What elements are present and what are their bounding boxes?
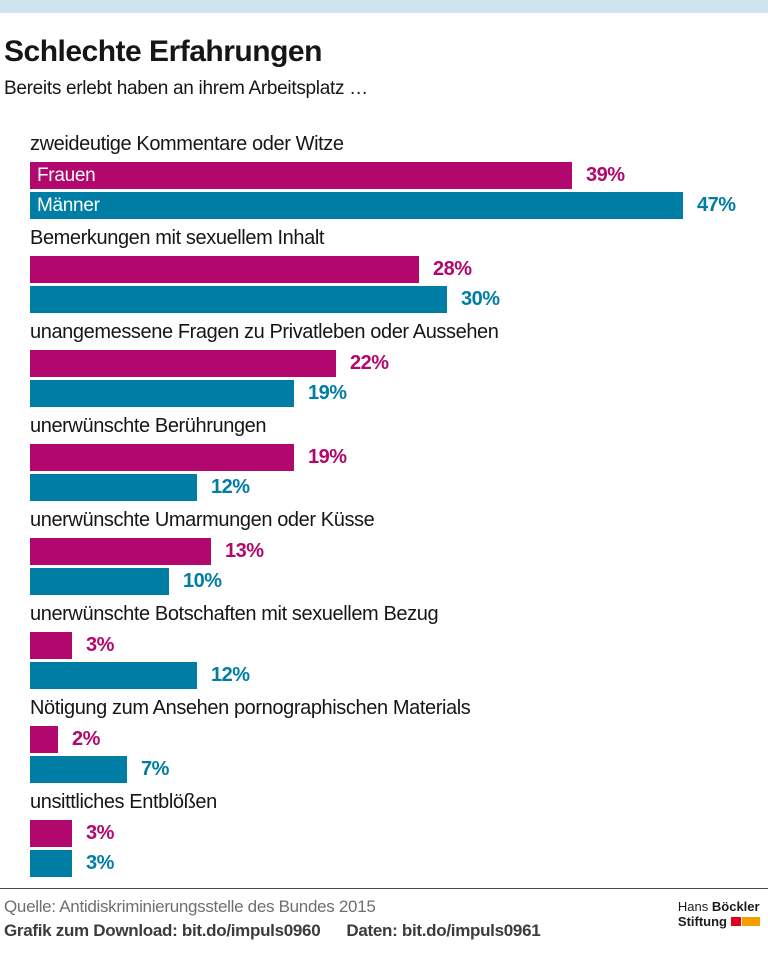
bar-frauen — [30, 538, 211, 565]
bar-frauen — [30, 256, 419, 283]
header: Schlechte Erfahrungen Bereits erlebt hab… — [0, 35, 768, 100]
bar-row-frauen: 3% — [30, 632, 768, 659]
download-line: Grafik zum Download: bit.do/impuls0960 Da… — [4, 920, 541, 942]
bar-maenner — [30, 286, 447, 313]
bar-row-maenner: 7% — [30, 756, 768, 783]
bar-row-frauen: 2% — [30, 726, 768, 753]
bar-group: Bemerkungen mit sexuellem Inhalt 28% 30% — [30, 227, 768, 313]
bar-group: unsittliches Entblößen 3% 3% — [30, 791, 768, 877]
bar-maenner — [30, 380, 294, 407]
bar-frauen — [30, 820, 72, 847]
bar-row-frauen: 3% — [30, 820, 768, 847]
value-label-frauen: 2% — [72, 728, 100, 750]
value-label-frauen: 3% — [86, 822, 114, 844]
bar-maenner — [30, 568, 169, 595]
bar-frauen — [30, 726, 58, 753]
value-label-frauen: 3% — [86, 634, 114, 656]
source-line: Quelle: Antidiskriminierungsstelle des B… — [4, 897, 376, 916]
bar-maenner — [30, 850, 72, 877]
value-label-maenner: 12% — [211, 476, 250, 498]
bar-row-maenner: 19% — [30, 380, 768, 407]
value-label-maenner: 3% — [86, 852, 114, 874]
bar-maenner — [30, 756, 127, 783]
value-label-maenner: 47% — [697, 194, 736, 216]
logo-red-square — [731, 917, 741, 926]
series-legend-maenner: Männer — [37, 194, 100, 216]
bar-group: unerwünschte Umarmungen oder Küsse 13% 10% — [30, 509, 768, 595]
logo-hans-text: Hans — [677, 899, 709, 914]
series-legend-frauen: Frauen — [37, 164, 96, 186]
value-label-frauen: 39% — [586, 164, 625, 186]
bar-group: Nötigung zum Ansehen pornographischen Ma… — [30, 697, 768, 783]
bar-frauen: Frauen — [30, 162, 572, 189]
category-label: unangemessene Fragen zu Privatleben oder… — [30, 321, 499, 343]
value-label-frauen: 22% — [350, 352, 389, 374]
logo-orange-rect — [742, 917, 760, 926]
category-label: unerwünschte Botschaften mit sexuellem B… — [30, 603, 439, 625]
logo-stiftung-text: Stiftung — [677, 914, 727, 929]
bar-row-maenner: 30% — [30, 286, 768, 313]
bar-row-frauen: 13% — [30, 538, 768, 565]
footer: Quelle: Antidiskriminierungsstelle des B… — [0, 888, 768, 954]
page-title: Schlechte Erfahrungen — [4, 35, 322, 68]
value-label-maenner: 12% — [211, 664, 250, 686]
bar-row-frauen: 22% — [30, 350, 768, 377]
data-link-text: Daten: bit.do/impuls0961 — [346, 921, 541, 940]
bar-group: unerwünschte Berührungen 19% 12% — [30, 415, 768, 501]
bar-row-maenner: 12% — [30, 662, 768, 689]
bar-row-maenner: 12% — [30, 474, 768, 501]
category-label: unerwünschte Berührungen — [30, 415, 267, 437]
bar-row-maenner: 10% — [30, 568, 768, 595]
bar-group: zweideutige Kommentare oder Witze Frauen 3… — [30, 133, 768, 219]
category-label: Bemerkungen mit sexuellem Inhalt — [30, 227, 325, 249]
bar-row-frauen: 19% — [30, 444, 768, 471]
bar-group: unangemessene Fragen zu Privatleben oder… — [30, 321, 768, 407]
bar-frauen — [30, 350, 336, 377]
value-label-maenner: 19% — [308, 382, 347, 404]
value-label-maenner: 7% — [141, 758, 169, 780]
bar-row-maenner: Männer 47% — [30, 192, 768, 219]
bar-maenner — [30, 662, 197, 689]
bar-group: unerwünschte Botschaften mit sexuellem B… — [30, 603, 768, 689]
value-label-frauen: 13% — [225, 540, 264, 562]
bar-row-frauen: Frauen 39% — [30, 162, 768, 189]
bar-row-maenner: 3% — [30, 850, 768, 877]
bar-maenner — [30, 474, 197, 501]
category-label: unsittliches Entblößen — [30, 791, 217, 813]
value-label-frauen: 19% — [308, 446, 347, 468]
logo-boeckler-text: Böckler — [711, 899, 760, 914]
bar-maenner: Männer — [30, 192, 683, 219]
category-label: Nötigung zum Ansehen pornographischen Ma… — [30, 697, 471, 719]
category-label: unerwünschte Umarmungen oder Küsse — [30, 509, 375, 531]
bar-frauen — [30, 632, 72, 659]
top-accent-band — [0, 0, 768, 13]
logo-line2: Stiftung — [678, 914, 760, 929]
value-label-frauen: 28% — [433, 258, 472, 280]
download-link-text: Grafik zum Download: bit.do/impuls0960 — [4, 921, 321, 940]
value-label-maenner: 10% — [183, 570, 222, 592]
logo-line1: Hans Böckler — [678, 899, 760, 914]
footer-text-block: Quelle: Antidiskriminierungsstelle des B… — [4, 897, 541, 942]
logo-color-marks — [731, 914, 760, 929]
bar-chart: zweideutige Kommentare oder Witze Frauen 3… — [30, 133, 768, 877]
bar-frauen — [30, 444, 294, 471]
category-label: zweideutige Kommentare oder Witze — [30, 133, 344, 155]
hans-boeckler-logo: Hans Böckler Stiftung — [678, 899, 762, 929]
value-label-maenner: 30% — [461, 288, 500, 310]
page-subtitle: Bereits erlebt haben an ihrem Arbeitspla… — [4, 78, 368, 99]
bar-row-frauen: 28% — [30, 256, 768, 283]
